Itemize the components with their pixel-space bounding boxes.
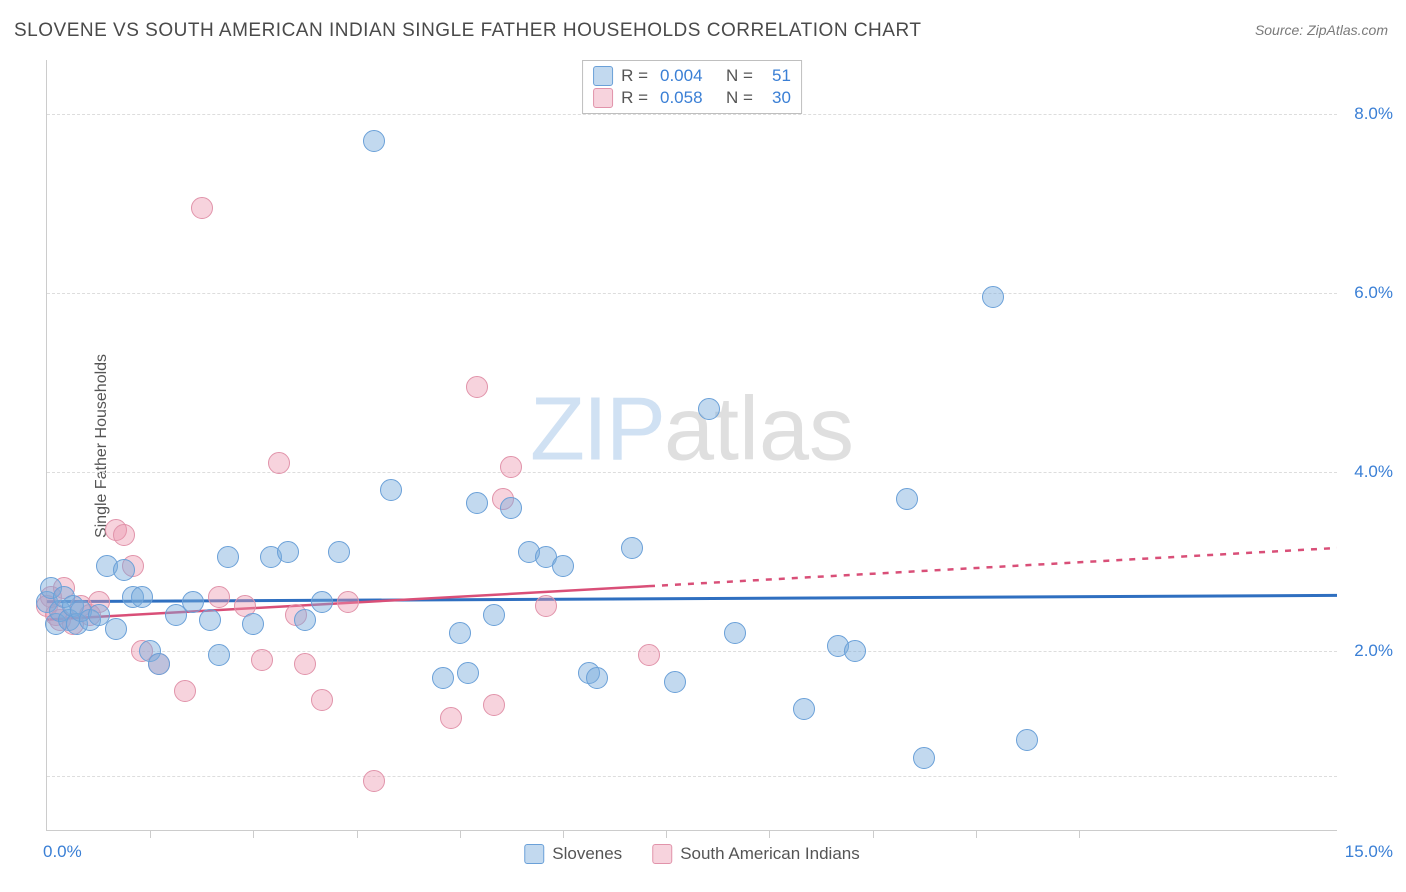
scatter-point-south_american_indians	[311, 689, 333, 711]
scatter-point-slovenes	[1016, 729, 1038, 751]
y-tick-label: 6.0%	[1343, 283, 1393, 303]
scatter-point-south_american_indians	[113, 524, 135, 546]
x-axis-max-label: 15.0%	[1345, 842, 1393, 862]
scatter-point-slovenes	[380, 479, 402, 501]
legend-N-label: N =	[726, 88, 753, 108]
x-tick	[253, 830, 254, 838]
x-tick	[1079, 830, 1080, 838]
watermark-atlas: atlas	[664, 379, 854, 479]
legend-R-value-slovenes: 0.004	[660, 66, 710, 86]
scatter-point-slovenes	[242, 613, 264, 635]
scatter-point-slovenes	[148, 653, 170, 675]
trend-lines	[47, 60, 1337, 830]
scatter-point-slovenes	[483, 604, 505, 626]
x-axis-min-label: 0.0%	[43, 842, 82, 862]
scatter-point-slovenes	[896, 488, 918, 510]
scatter-point-slovenes	[793, 698, 815, 720]
scatter-point-slovenes	[664, 671, 686, 693]
legend-correlation-row-south_american_indians: R = 0.058 N = 30	[593, 87, 791, 109]
scatter-point-slovenes	[913, 747, 935, 769]
scatter-point-south_american_indians	[483, 694, 505, 716]
scatter-point-slovenes	[277, 541, 299, 563]
scatter-point-slovenes	[113, 559, 135, 581]
x-tick	[873, 830, 874, 838]
scatter-point-slovenes	[982, 286, 1004, 308]
legend-item-south_american_indians: South American Indians	[652, 844, 860, 864]
scatter-point-south_american_indians	[363, 770, 385, 792]
x-tick	[460, 830, 461, 838]
legend-swatch-slovenes	[524, 844, 544, 864]
scatter-point-slovenes	[844, 640, 866, 662]
plot-area: ZIPatlas R =0.004N =51R =0.058N =30 0.0%…	[46, 60, 1337, 831]
scatter-point-south_american_indians	[251, 649, 273, 671]
x-tick	[150, 830, 151, 838]
x-tick	[976, 830, 977, 838]
x-tick	[357, 830, 358, 838]
scatter-point-slovenes	[363, 130, 385, 152]
scatter-point-slovenes	[457, 662, 479, 684]
gridline-horizontal	[47, 651, 1337, 652]
legend-swatch-slovenes	[593, 66, 613, 86]
scatter-point-south_american_indians	[191, 197, 213, 219]
scatter-point-slovenes	[294, 609, 316, 631]
scatter-point-slovenes	[217, 546, 239, 568]
scatter-point-south_american_indians	[268, 452, 290, 474]
scatter-point-south_american_indians	[638, 644, 660, 666]
scatter-point-south_american_indians	[337, 591, 359, 613]
scatter-point-south_american_indians	[440, 707, 462, 729]
scatter-point-slovenes	[208, 644, 230, 666]
legend-label-south_american_indians: South American Indians	[680, 844, 860, 864]
scatter-point-slovenes	[552, 555, 574, 577]
legend-correlation-row-slovenes: R = 0.004 N = 51	[593, 65, 791, 87]
legend-swatch-south_american_indians	[652, 844, 672, 864]
scatter-point-slovenes	[131, 586, 153, 608]
x-tick	[563, 830, 564, 838]
y-tick-label: 4.0%	[1343, 462, 1393, 482]
scatter-point-south_american_indians	[174, 680, 196, 702]
source-attribution: Source: ZipAtlas.com	[1255, 22, 1388, 38]
legend-N-label: N =	[726, 66, 753, 86]
legend-N-value-slovenes: 51	[765, 66, 791, 86]
y-tick-label: 2.0%	[1343, 641, 1393, 661]
scatter-point-slovenes	[311, 591, 333, 613]
watermark-zip: ZIP	[530, 379, 664, 479]
gridline-horizontal	[47, 472, 1337, 473]
scatter-point-slovenes	[586, 667, 608, 689]
scatter-point-slovenes	[105, 618, 127, 640]
scatter-point-slovenes	[698, 398, 720, 420]
scatter-point-south_american_indians	[500, 456, 522, 478]
gridline-horizontal	[47, 776, 1337, 777]
legend-N-value-south_american_indians: 30	[765, 88, 791, 108]
gridline-horizontal	[47, 293, 1337, 294]
scatter-point-slovenes	[500, 497, 522, 519]
scatter-point-slovenes	[432, 667, 454, 689]
scatter-point-slovenes	[449, 622, 471, 644]
scatter-point-slovenes	[724, 622, 746, 644]
legend-series: Slovenes South American Indians	[524, 844, 860, 864]
scatter-point-slovenes	[466, 492, 488, 514]
legend-swatch-south_american_indians	[593, 88, 613, 108]
scatter-point-south_american_indians	[466, 376, 488, 398]
scatter-point-slovenes	[199, 609, 221, 631]
scatter-point-slovenes	[182, 591, 204, 613]
legend-correlation-box: R = 0.004 N = 51 R = 0.058 N = 30	[582, 60, 802, 114]
trend-line-south_american_indians-dashed	[649, 548, 1337, 586]
legend-item-slovenes: Slovenes	[524, 844, 622, 864]
watermark: ZIPatlas	[530, 378, 854, 481]
legend-R-value-south_american_indians: 0.058	[660, 88, 710, 108]
chart-title: SLOVENE VS SOUTH AMERICAN INDIAN SINGLE …	[14, 20, 921, 42]
x-tick	[769, 830, 770, 838]
scatter-point-south_american_indians	[208, 586, 230, 608]
scatter-point-south_american_indians	[294, 653, 316, 675]
legend-R-label: R =	[621, 88, 648, 108]
legend-label-slovenes: Slovenes	[552, 844, 622, 864]
scatter-point-south_american_indians	[535, 595, 557, 617]
scatter-point-slovenes	[328, 541, 350, 563]
x-tick	[666, 830, 667, 838]
scatter-point-slovenes	[621, 537, 643, 559]
legend-R-label: R =	[621, 66, 648, 86]
y-tick-label: 8.0%	[1343, 104, 1393, 124]
